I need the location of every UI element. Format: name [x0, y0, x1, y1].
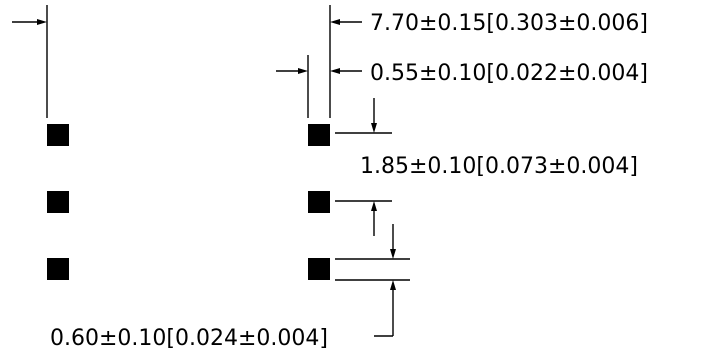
pad-right-2	[308, 191, 330, 213]
arrow-left-outer-head	[37, 19, 47, 25]
pad-left-3	[47, 258, 69, 280]
arrow-pitch-up-head	[371, 201, 377, 211]
pitch-label: 1.85±0.10[0.073±0.004]	[360, 154, 638, 179]
pad-right-3	[308, 258, 330, 280]
pad-right-1	[308, 124, 330, 146]
pitch-dimension: 1.85±0.10[0.073±0.004]	[335, 98, 638, 236]
arrow-gap-down-head	[390, 249, 396, 259]
pad-width-dimension: 0.55±0.10[0.022±0.004]	[276, 55, 648, 118]
arrow-pad-left-head	[298, 68, 308, 74]
pad-width-label: 0.55±0.10[0.022±0.004]	[370, 61, 648, 86]
arrow-pad-right-head	[330, 68, 340, 74]
pad-gap-dimension: 0.60±0.10[0.024±0.004]	[50, 224, 410, 351]
arrow-gap-up-head	[390, 280, 396, 290]
overall-width-label: 7.70±0.15[0.303±0.006]	[370, 11, 648, 36]
arrow-pitch-down-head	[371, 123, 377, 133]
overall-width-dimension: 7.70±0.15[0.303±0.006]	[12, 5, 648, 118]
pad-left-1	[47, 124, 69, 146]
pad-left-2	[47, 191, 69, 213]
arrow-right-outer-head	[330, 19, 340, 25]
pad-gap-label: 0.60±0.10[0.024±0.004]	[50, 326, 328, 351]
